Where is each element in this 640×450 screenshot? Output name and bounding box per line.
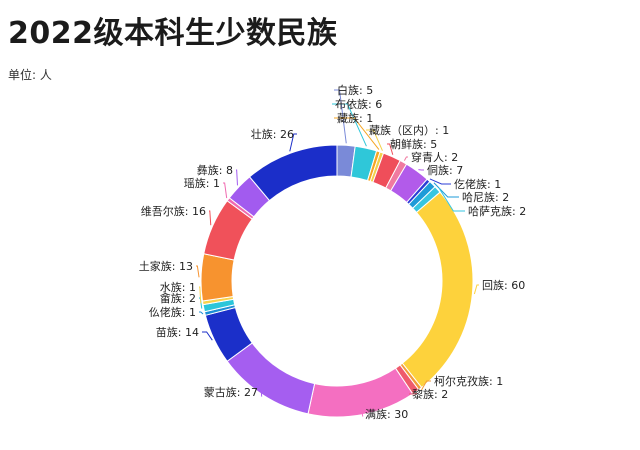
slice-label-苗族: 苗族: 14 <box>156 325 199 339</box>
slice-label-穿青人: 穿青人: 2 <box>411 150 458 164</box>
leader-line-柯尔克孜族 <box>420 380 431 391</box>
slice-蒙古族[interactable] <box>226 342 316 415</box>
slice-label-白族: 白族: 5 <box>337 83 373 97</box>
slice-label-维吾尔族: 维吾尔族: 16 <box>141 204 206 218</box>
slice-label-回族: 回族: 60 <box>482 278 525 292</box>
slice-label-仡佬族: 仡佬族: 1 <box>454 177 501 191</box>
leader-line-哈萨克族 <box>438 187 465 212</box>
slice-label-畲族: 畲族: 2 <box>160 291 196 305</box>
slice-label-黎族: 黎族: 2 <box>412 387 448 401</box>
slice-label-藏族（区内）: 藏族（区内）: 1 <box>369 123 449 137</box>
leader-line-彝族 <box>236 169 238 186</box>
slice-label-布依族: 布依族: 6 <box>335 97 382 111</box>
leader-line-穿青人 <box>403 156 408 161</box>
slice-label-侗族: 侗族: 7 <box>427 163 463 177</box>
leader-line-布依族 <box>332 103 367 147</box>
leader-line-藏族 <box>334 117 380 150</box>
leader-line-苗族 <box>202 331 213 341</box>
leader-line-回族 <box>473 284 479 295</box>
leader-line-壮族 <box>289 133 297 152</box>
slice-label-壮族: 壮族: 26 <box>251 127 294 141</box>
chart-title: 2022级本科生少数民族 <box>8 16 338 51</box>
unit-label: 单位: 人 <box>8 68 52 82</box>
leader-line-仫佬族 <box>199 311 204 315</box>
slice-label-哈萨克族: 哈萨克族: 2 <box>468 204 526 218</box>
leader-line-土家族 <box>196 265 200 278</box>
slice-label-蒙古族: 蒙古族: 27 <box>204 385 258 399</box>
leader-line-藏族（区内） <box>366 129 383 151</box>
slice-label-彝族: 彝族: 8 <box>197 163 233 177</box>
leader-line-水族 <box>199 286 202 304</box>
slice-土家族[interactable] <box>200 253 235 302</box>
slice-label-藏族: 藏族: 1 <box>337 111 373 125</box>
leader-line-仡佬族 <box>429 178 451 185</box>
leader-line-满族 <box>361 413 364 417</box>
slice-回族[interactable] <box>401 191 474 389</box>
slice-label-满族: 满族: 30 <box>365 407 408 421</box>
leader-line-哈尼族 <box>433 182 459 198</box>
slice-label-仫佬族: 仫佬族: 1 <box>149 305 196 319</box>
slice-label-哈尼族: 哈尼族: 2 <box>462 190 509 204</box>
donut-slices <box>200 144 474 418</box>
leader-line-维吾尔族 <box>209 210 212 226</box>
leader-line-朝鲜族 <box>387 143 394 155</box>
leader-line-蒙古族 <box>260 391 263 397</box>
slice-label-瑶族: 瑶族: 1 <box>184 176 220 190</box>
slice-label-土家族: 土家族: 13 <box>139 259 193 273</box>
slice-label-柯尔克孜族: 柯尔克孜族: 1 <box>434 374 503 388</box>
leader-line-白族 <box>334 89 347 144</box>
leader-line-瑶族 <box>223 182 228 199</box>
slice-label-朝鲜族: 朝鲜族: 5 <box>390 137 437 151</box>
slice-label-水族: 水族: 1 <box>160 280 196 294</box>
label-leader-lines <box>196 89 479 417</box>
slice-壮族[interactable] <box>248 144 338 202</box>
